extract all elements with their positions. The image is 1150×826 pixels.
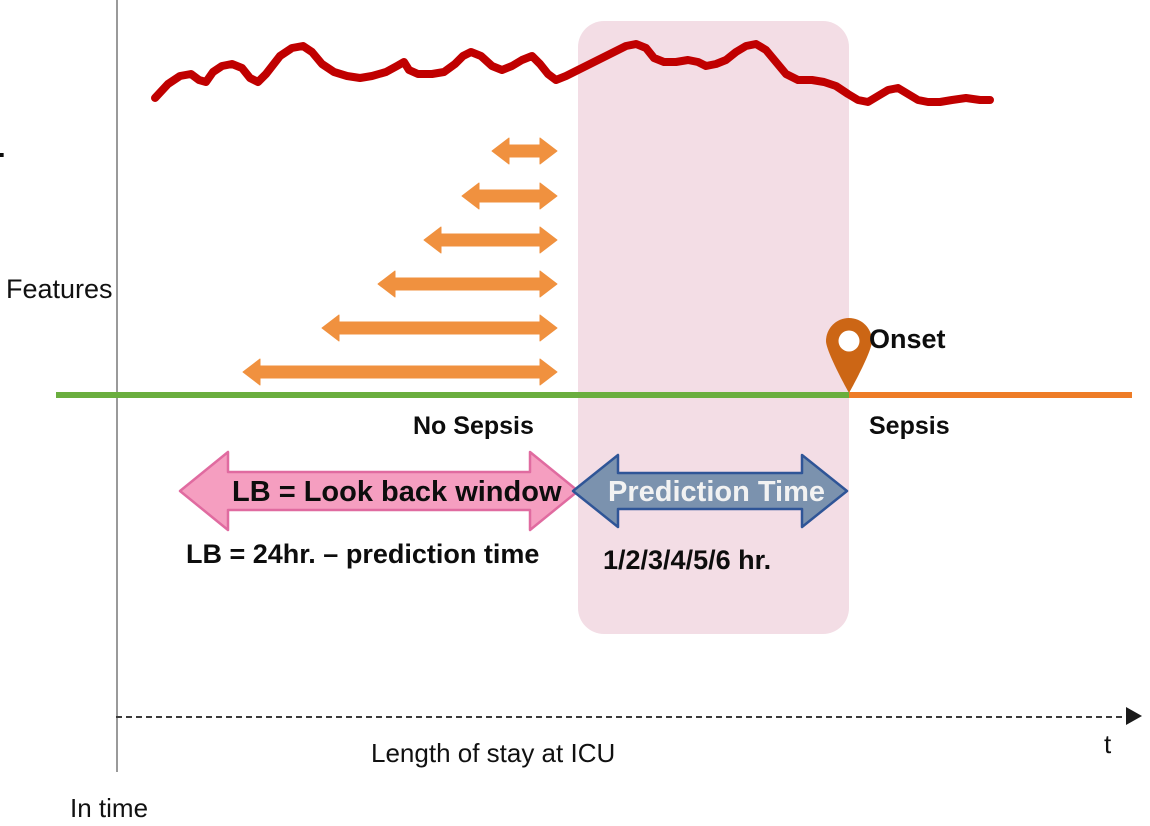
lookback-arrow-label-1hr: 1 hr. (0, 133, 6, 164)
x-axis-symbol: t (1104, 729, 1112, 759)
lookback-formula-caption: LB = 24hr. – prediction time (186, 539, 540, 569)
sepsis-timeline-segment (849, 392, 1132, 398)
x-axis-label: Length of stay at ICU (371, 738, 616, 768)
x-axis-arrowhead-icon (1126, 707, 1142, 725)
in-time-label: In time (70, 793, 149, 823)
lookback-arrow-3hr (423, 226, 558, 254)
lookback-window-arrow-label: LB = Look back window (232, 476, 562, 508)
lookback-arrow-2hr (461, 182, 558, 210)
x-axis-dashed-line (116, 716, 1132, 718)
prediction-time-values-caption: 1/2/3/4/5/6 hr. (603, 545, 772, 575)
prediction-window-highlight (578, 21, 849, 634)
lookback-arrow-12hr (321, 314, 558, 342)
y-axis-line (116, 0, 118, 772)
prediction-time-arrow-label: Prediction Time (608, 476, 826, 508)
sepsis-label: Sepsis (869, 412, 950, 440)
vital-sign-waveform (151, 40, 994, 106)
lookback-arrow-group (242, 137, 558, 386)
y-axis-label: Features (6, 274, 113, 304)
no-sepsis-timeline-segment (56, 392, 849, 398)
lookback-arrow-1hr (491, 137, 558, 165)
lookback-arrow-6hr (377, 270, 558, 298)
no-sepsis-label: No Sepsis (413, 412, 534, 440)
onset-label: Onset (869, 324, 946, 354)
lookback-arrow-24hr (242, 358, 558, 386)
